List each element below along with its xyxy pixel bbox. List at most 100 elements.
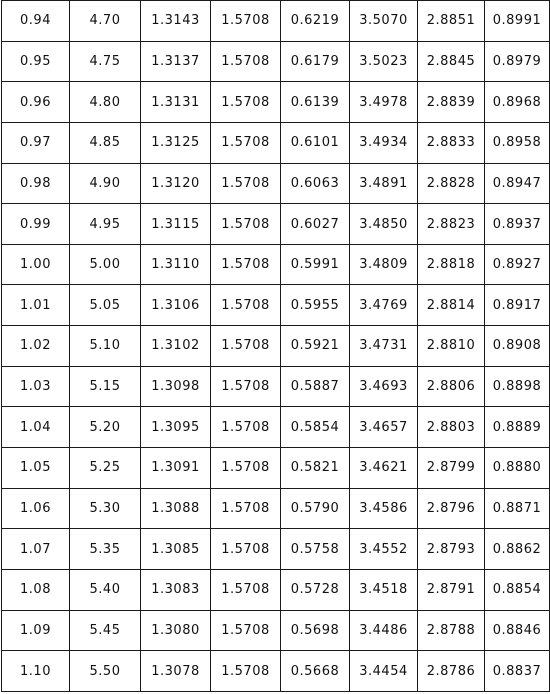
table-cell: 1.3115 bbox=[140, 203, 211, 245]
table-cell: 5.40 bbox=[69, 568, 141, 611]
table-cell: 1.3078 bbox=[140, 650, 211, 692]
table-cell: 2.8833 bbox=[417, 121, 485, 164]
table-cell: 3.5023 bbox=[349, 40, 418, 83]
table-cell: 1.3095 bbox=[140, 406, 211, 449]
table-cell: 1.3120 bbox=[140, 162, 211, 205]
table-cell: 3.4891 bbox=[349, 162, 418, 205]
table-cell: 3.4486 bbox=[349, 609, 418, 652]
table-row: 1.03 5.15 1.3098 1.5708 0.5887 3.4693 2.8806 0.… bbox=[1, 365, 550, 408]
table-cell: 0.5921 bbox=[280, 325, 350, 367]
table-cell: 2.8796 bbox=[417, 487, 485, 530]
table-cell: 2.8806 bbox=[417, 365, 485, 408]
table-cell: 2.8818 bbox=[417, 243, 485, 286]
table-cell: 3.4731 bbox=[349, 325, 418, 367]
table-cell: 1.08 bbox=[1, 568, 70, 611]
table-row: 1.02 5.10 1.3102 1.5708 0.5921 3.4731 2.8810 0.… bbox=[1, 325, 550, 367]
table-cell: 3.4693 bbox=[349, 365, 418, 408]
table-row: 0.97 4.85 1.3125 1.5708 0.6101 3.4934 2.8833 0.… bbox=[1, 121, 550, 164]
table-cell: 0.5698 bbox=[280, 609, 350, 652]
table-cell: 0.8880 bbox=[484, 447, 550, 489]
table-cell: 0.96 bbox=[1, 81, 70, 123]
table-cell: 5.30 bbox=[69, 487, 141, 530]
table-cell: 0.8979 bbox=[484, 40, 550, 83]
table-cell: 1.5708 bbox=[210, 0, 281, 42]
table-cell: 0.99 bbox=[1, 203, 70, 245]
table-cell: 0.8937 bbox=[484, 203, 550, 245]
table-cell: 4.80 bbox=[69, 81, 141, 123]
table-cell: 0.8947 bbox=[484, 162, 550, 205]
table-cell: 0.5790 bbox=[280, 487, 350, 530]
table-cell: 1.04 bbox=[1, 406, 70, 449]
table-cell: 0.8889 bbox=[484, 406, 550, 449]
table-cell: 2.8851 bbox=[417, 0, 485, 42]
table-cell: 0.5758 bbox=[280, 528, 350, 570]
table-cell: 3.4657 bbox=[349, 406, 418, 449]
table-cell: 0.8846 bbox=[484, 609, 550, 652]
table-cell: 1.3131 bbox=[140, 81, 211, 123]
table-cell: 0.6139 bbox=[280, 81, 350, 123]
table-cell: 0.97 bbox=[1, 121, 70, 164]
table-row: 0.99 4.95 1.3115 1.5708 0.6027 3.4850 2.8823 0.… bbox=[1, 203, 550, 245]
table-cell: 0.6101 bbox=[280, 121, 350, 164]
table-cell: 4.70 bbox=[69, 0, 141, 42]
table-cell: 1.3088 bbox=[140, 487, 211, 530]
table-cell: 1.5708 bbox=[210, 40, 281, 83]
table-cell: 5.20 bbox=[69, 406, 141, 449]
table-cell: 2.8814 bbox=[417, 284, 485, 327]
table-cell: 3.4586 bbox=[349, 487, 418, 530]
table-cell: 1.5708 bbox=[210, 325, 281, 367]
table-cell: 3.4454 bbox=[349, 650, 418, 692]
table-cell: 0.8927 bbox=[484, 243, 550, 286]
table-cell: 1.3091 bbox=[140, 447, 211, 489]
table-cell: 0.8958 bbox=[484, 121, 550, 164]
table-cell: 5.50 bbox=[69, 650, 141, 692]
table-cell: 2.8803 bbox=[417, 406, 485, 449]
table-cell: 2.8791 bbox=[417, 568, 485, 611]
table-cell: 3.5070 bbox=[349, 0, 418, 42]
table-cell: 3.4809 bbox=[349, 243, 418, 286]
table-cell: 1.05 bbox=[1, 447, 70, 489]
table-cell: 3.4518 bbox=[349, 568, 418, 611]
table-cell: 1.5708 bbox=[210, 284, 281, 327]
table-cell: 2.8845 bbox=[417, 40, 485, 83]
table-cell: 1.3110 bbox=[140, 243, 211, 286]
table-cell: 1.5708 bbox=[210, 243, 281, 286]
table-cell: 3.4934 bbox=[349, 121, 418, 164]
table-cell: 1.3137 bbox=[140, 40, 211, 83]
table-cell: 4.85 bbox=[69, 121, 141, 164]
table-cell: 2.8786 bbox=[417, 650, 485, 692]
table-cell: 0.5955 bbox=[280, 284, 350, 327]
table-cell: 0.8862 bbox=[484, 528, 550, 570]
table-row: 1.10 5.50 1.3078 1.5708 0.5668 3.4454 2.8786 0.… bbox=[1, 650, 550, 692]
table-row: 1.01 5.05 1.3106 1.5708 0.5955 3.4769 2.8814 0.… bbox=[1, 284, 550, 327]
table-cell: 3.4850 bbox=[349, 203, 418, 245]
table-row: 1.05 5.25 1.3091 1.5708 0.5821 3.4621 2.8799 0.… bbox=[1, 447, 550, 489]
table-cell: 1.5708 bbox=[210, 81, 281, 123]
table-cell: 5.05 bbox=[69, 284, 141, 327]
table-cell: 1.01 bbox=[1, 284, 70, 327]
table-cell: 1.09 bbox=[1, 609, 70, 652]
table-cell: 3.4769 bbox=[349, 284, 418, 327]
table-cell: 1.5708 bbox=[210, 365, 281, 408]
table-cell: 1.5708 bbox=[210, 528, 281, 570]
table-cell: 0.8991 bbox=[484, 0, 550, 42]
table-cell: 1.06 bbox=[1, 487, 70, 530]
table-cell: 0.8908 bbox=[484, 325, 550, 367]
table-cell: 0.6027 bbox=[280, 203, 350, 245]
table-row: 1.00 5.00 1.3110 1.5708 0.5991 3.4809 2.8818 0.… bbox=[1, 243, 550, 286]
table-cell: 0.8871 bbox=[484, 487, 550, 530]
table-cell: 0.98 bbox=[1, 162, 70, 205]
table-row: 0.96 4.80 1.3131 1.5708 0.6139 3.4978 2.8839 0.… bbox=[1, 81, 550, 123]
table-row: 1.07 5.35 1.3085 1.5708 0.5758 3.4552 2.8793 0.… bbox=[1, 528, 550, 570]
table-cell: 3.4978 bbox=[349, 81, 418, 123]
table-cell: 0.5854 bbox=[280, 406, 350, 449]
table-cell: 0.8917 bbox=[484, 284, 550, 327]
table-cell: 5.25 bbox=[69, 447, 141, 489]
table-cell: 2.8793 bbox=[417, 528, 485, 570]
table-cell: 0.8837 bbox=[484, 650, 550, 692]
table-cell: 1.10 bbox=[1, 650, 70, 692]
table-cell: 0.8898 bbox=[484, 365, 550, 408]
table-cell: 5.00 bbox=[69, 243, 141, 286]
